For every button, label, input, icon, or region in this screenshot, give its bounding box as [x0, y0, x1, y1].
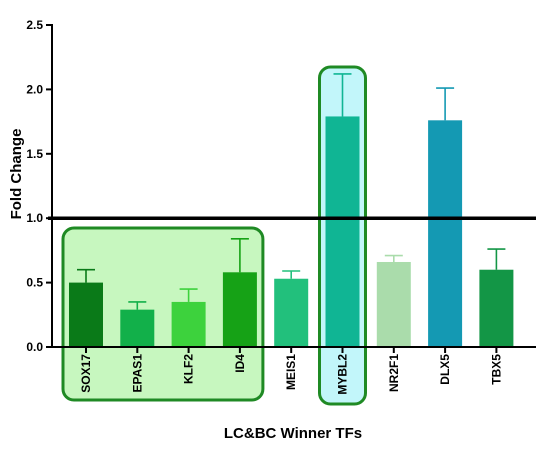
error-bar-klf2	[179, 288, 198, 302]
bar-tbx5	[479, 269, 514, 347]
error-bar-id4	[230, 238, 249, 273]
x-tick-label-nr2f1: NR2F1	[387, 354, 401, 392]
x-tick-label-id4: ID4	[233, 354, 247, 373]
error-bar-nr2f1	[384, 254, 403, 262]
bars	[69, 116, 514, 347]
x-axis: SOX17 EPAS1 KLF2 ID4 MEIS1 MYBL2 NR2F1 DLX5 TBX5	[51, 346, 536, 395]
bar-sox17	[69, 282, 103, 347]
x-tick-label-klf2: KLF2	[182, 354, 196, 384]
y-axis: 0.0 0.5 1.0 1.5 2.0 2.5	[26, 18, 53, 354]
x-tick-label-dlx5: DLX5	[438, 354, 452, 385]
highlight-box-1	[61, 226, 265, 402]
y-axis-title: Fold Change	[8, 129, 25, 220]
y-tick-label: 1.0	[26, 211, 43, 225]
x-tick-label-sox17: SOX17	[79, 354, 93, 393]
x-axis-title: LC&BC Winner TFs	[224, 425, 362, 442]
x-tick-label-tbx5: TBX5	[489, 354, 503, 385]
x-tick-label-epas1: EPAS1	[130, 354, 144, 393]
error-bar-meis1	[282, 270, 301, 279]
bar-epas1	[120, 309, 155, 347]
x-tick-label-mybl2: MYBL2	[336, 354, 350, 395]
y-tick-label: 2.5	[26, 18, 43, 32]
bar-nr2f1	[376, 261, 411, 347]
error-bars	[77, 73, 506, 310]
bar-meis1	[274, 278, 309, 347]
y-tick-label: 0.0	[26, 340, 43, 354]
error-bar-mybl2	[333, 73, 352, 117]
bar-dlx5	[428, 120, 463, 347]
y-tick-label: 1.5	[26, 147, 43, 161]
y-tick-label: 0.5	[26, 276, 43, 290]
x-tick-label-meis1: MEIS1	[284, 354, 298, 390]
error-bar-dlx5	[436, 87, 455, 121]
error-bar-epas1	[128, 301, 147, 310]
error-bar-tbx5	[487, 248, 506, 270]
bar-mybl2	[325, 116, 360, 347]
error-bar-sox17	[77, 268, 95, 283]
bar-id4	[222, 272, 257, 347]
bar-klf2	[171, 301, 206, 347]
y-tick-label: 2.0	[26, 82, 43, 96]
highlight-groups	[61, 65, 367, 406]
